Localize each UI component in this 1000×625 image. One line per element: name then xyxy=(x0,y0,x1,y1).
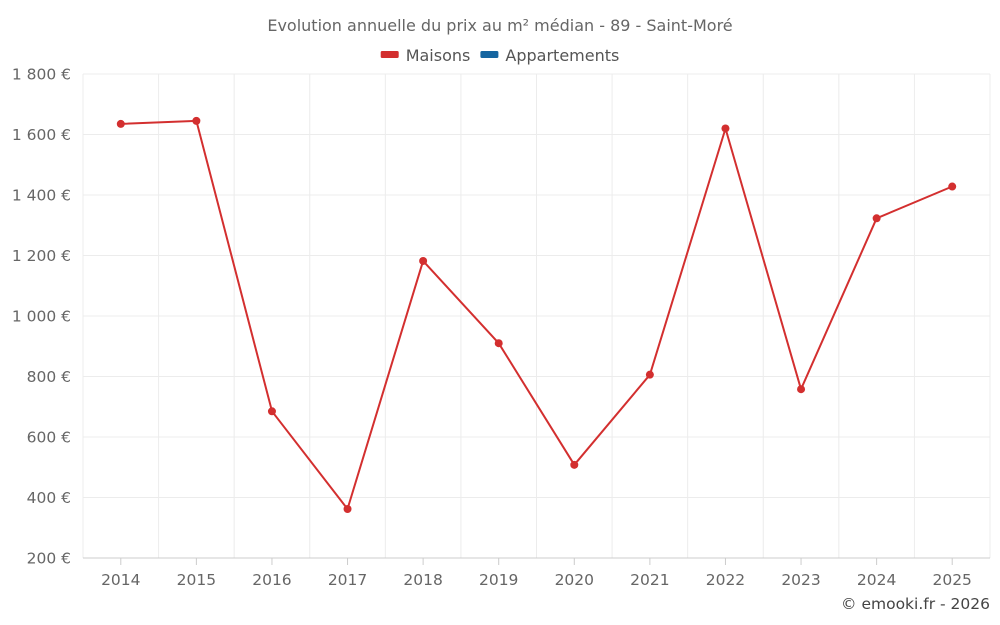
x-tick-label: 2022 xyxy=(706,571,745,589)
y-tick-label: 1 600 € xyxy=(12,126,71,144)
x-tick-label: 2025 xyxy=(932,571,971,589)
legend-item-appartements: Appartements xyxy=(480,46,619,65)
y-tick-label: 1 000 € xyxy=(12,308,71,326)
data-point xyxy=(872,214,881,223)
x-tick-label: 2014 xyxy=(101,571,140,589)
y-tick-label: 1 400 € xyxy=(12,187,71,205)
data-point xyxy=(116,119,125,128)
data-point xyxy=(419,256,428,265)
data-point xyxy=(267,407,276,416)
y-tick-label: 800 € xyxy=(27,368,71,386)
y-tick-label: 600 € xyxy=(27,429,71,447)
data-point xyxy=(343,504,352,513)
data-point xyxy=(192,116,201,125)
y-tick-label: 200 € xyxy=(27,550,71,568)
y-tick-label: 1 800 € xyxy=(12,66,71,84)
credit-text: © emooki.fr - 2026 xyxy=(841,595,990,613)
y-tick-label: 400 € xyxy=(27,489,71,507)
x-tick-label: 2019 xyxy=(479,571,518,589)
data-point xyxy=(570,460,579,469)
x-tick-label: 2018 xyxy=(403,571,442,589)
x-axis-ticks: 2014 2015 2016 2017 2018 2019 2020 2021 2022 2023… xyxy=(101,558,972,589)
x-tick-label: 2021 xyxy=(630,571,669,589)
data-point xyxy=(645,370,654,379)
x-tick-label: 2024 xyxy=(857,571,896,589)
y-axis-ticks: 200 € 400 € 600 € 800 € 1 000 € 1 200 € 1 400 … xyxy=(12,66,71,568)
x-tick-label: 2017 xyxy=(328,571,367,589)
series-line-maisons xyxy=(120,119,953,510)
legend-swatch xyxy=(380,51,399,58)
y-tick-label: 1 200 € xyxy=(12,247,71,265)
legend-swatch xyxy=(480,51,499,58)
x-tick-label: 2023 xyxy=(781,571,820,589)
data-point xyxy=(948,182,957,191)
x-tick-label: 2020 xyxy=(555,571,594,589)
chart-title: Evolution annuelle du prix au m² médian … xyxy=(267,16,732,35)
legend-item-maisons: Maisons xyxy=(380,46,471,65)
legend: Maisons Appartements xyxy=(380,46,619,65)
data-point xyxy=(721,124,730,133)
legend-label: Appartements xyxy=(505,46,619,65)
legend-label: Maisons xyxy=(406,46,471,65)
grid xyxy=(82,73,991,559)
data-point xyxy=(797,385,806,394)
x-tick-label: 2015 xyxy=(177,571,216,589)
series-layer xyxy=(116,116,957,513)
data-point xyxy=(494,339,503,348)
x-tick-label: 2016 xyxy=(252,571,291,589)
